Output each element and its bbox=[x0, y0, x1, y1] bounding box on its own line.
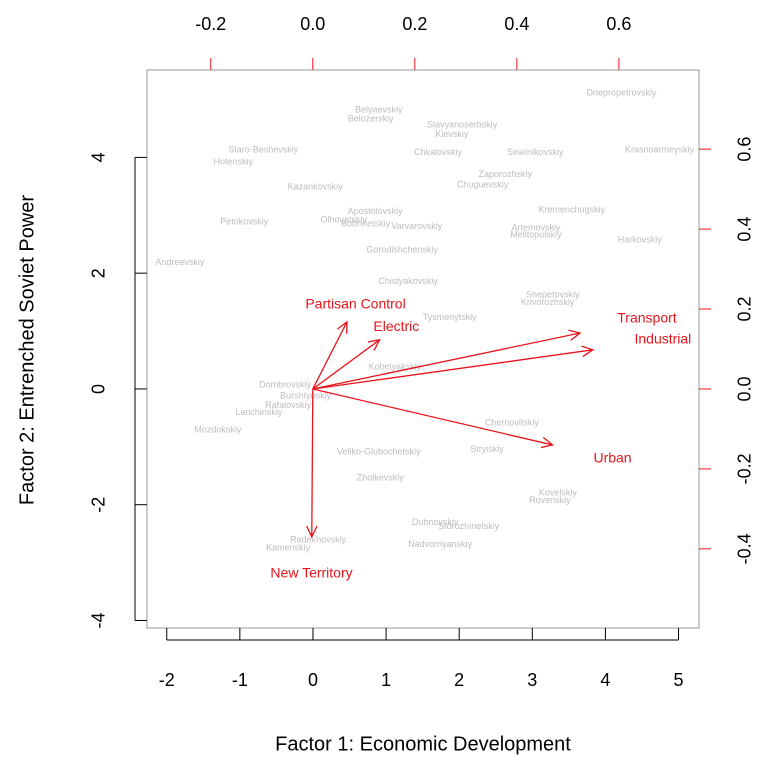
observation-label: Zaporozhskiy bbox=[478, 169, 532, 179]
x2-tick-label: 0.4 bbox=[504, 14, 529, 34]
observation-label: Artemovskiy bbox=[511, 222, 561, 232]
observation-label: Rafalovskiy bbox=[265, 400, 312, 410]
observation-label: Chernovitskiy bbox=[485, 417, 540, 427]
y-tick-label: -4 bbox=[89, 612, 109, 628]
observation-label: Olhovatskiy bbox=[320, 214, 367, 224]
observation-label: Dnepropetrovskiy bbox=[586, 88, 657, 98]
x-tick-label: 3 bbox=[527, 670, 537, 690]
y2-tick-label: -0.2 bbox=[735, 453, 755, 484]
observation-label: Apostolovskiy bbox=[348, 206, 404, 216]
observation-label: Lanchinskiy bbox=[235, 407, 283, 417]
loading-arrow bbox=[312, 345, 595, 390]
y2-tick-label: 0.6 bbox=[735, 137, 755, 162]
loading-label: New Territory bbox=[270, 565, 352, 581]
observation-label: Harkovskiy bbox=[618, 235, 663, 245]
observation-label: Chkalovskiy bbox=[414, 147, 463, 157]
observation-label: Gorodishchenskiy bbox=[366, 244, 438, 254]
loading-arrow bbox=[312, 320, 348, 390]
x-tick-label: -2 bbox=[159, 670, 175, 690]
x2-tick-label: 0.0 bbox=[300, 14, 325, 34]
y-tick-label: 4 bbox=[89, 152, 109, 162]
observation-label: Hotenskiy bbox=[214, 156, 254, 166]
observation-label: Stryiskiy bbox=[470, 444, 504, 454]
y2-tick-label: 0.4 bbox=[735, 217, 755, 242]
observation-label: Staro-Beshevskiy bbox=[228, 144, 299, 154]
observation-label: Radekhovskiy bbox=[290, 534, 347, 544]
plot-box bbox=[146, 69, 700, 629]
observation-label: Burshtynskiy bbox=[280, 390, 332, 400]
y2-tick-label: 0.2 bbox=[735, 297, 755, 322]
observation-label: Chuguevskiy bbox=[457, 180, 509, 190]
observation-label: Kazankovskiy bbox=[288, 181, 344, 191]
loading-arrow bbox=[306, 388, 318, 539]
observation-label: Sinelnikovskiy bbox=[507, 147, 564, 157]
y2-tick-label: 0.0 bbox=[735, 376, 755, 401]
observation-label: Kremenchugskiy bbox=[539, 204, 606, 214]
x-tick-label: 5 bbox=[674, 670, 684, 690]
observation-label: Storozhinetskiy bbox=[438, 521, 500, 531]
x-tick-label: 1 bbox=[381, 670, 391, 690]
observation-label: Belyaevskiy bbox=[355, 104, 403, 114]
observation-label: Kievskiy bbox=[435, 129, 469, 139]
observation-label: Kamenskiy bbox=[266, 542, 311, 552]
observation-label: Krasnoarmeyskiy bbox=[625, 144, 695, 154]
loading-arrow bbox=[312, 388, 555, 449]
y2-tick-label: -0.4 bbox=[735, 533, 755, 564]
x-tick-label: 2 bbox=[454, 670, 464, 690]
observation-label: Zholkevskiy bbox=[357, 472, 405, 482]
observation-label: Varvarovskiy bbox=[391, 221, 442, 231]
observation-label: Veliko-Glubochetskiy bbox=[337, 446, 421, 456]
x2-tick-label: -0.2 bbox=[195, 14, 226, 34]
observation-label: Andreevskiy bbox=[155, 257, 205, 267]
observation-label: Slavyanoserbskiy bbox=[427, 119, 498, 129]
loading-arrow bbox=[312, 338, 381, 390]
x-tick-label: 4 bbox=[600, 670, 610, 690]
observation-label: Shepetovskiy bbox=[526, 290, 580, 300]
loading-label: Transport bbox=[617, 310, 677, 326]
observation-label: Petrikovskiy bbox=[220, 217, 269, 227]
y-tick-label: 0 bbox=[89, 384, 109, 394]
loading-label: Industrial bbox=[634, 331, 691, 347]
observation-label: Chistyakovskiy bbox=[378, 276, 438, 286]
observation-label: Bobrinetskiy bbox=[341, 218, 391, 228]
observation-label: Nadvornyanskiy bbox=[408, 539, 473, 549]
observation-label: Dombrovskiy bbox=[259, 379, 312, 389]
y-axis-title: Factor 2: Entrenched Soviet Power bbox=[16, 195, 38, 505]
x-tick-label: -1 bbox=[232, 670, 248, 690]
loading-label: Urban bbox=[593, 450, 631, 466]
observation-label: Belozerskiy bbox=[348, 114, 395, 124]
x-tick-label: 0 bbox=[308, 670, 318, 690]
observation-label: Tysmenytskiy bbox=[423, 312, 478, 322]
x2-tick-label: 0.2 bbox=[402, 14, 427, 34]
observation-label: Mozdokskiy bbox=[194, 424, 242, 434]
loading-arrow bbox=[312, 329, 582, 390]
loading-label: Electric bbox=[373, 318, 419, 334]
observation-label: Dubnovskiy bbox=[412, 517, 459, 527]
x-axis-title: Factor 1: Economic Development bbox=[275, 733, 571, 755]
observation-label: Kovelskiy bbox=[539, 488, 578, 498]
observation-label: Kobelyakskiy bbox=[369, 361, 422, 371]
observation-label: Rovenskiy bbox=[529, 495, 571, 505]
observation-label: Melitopolskiy bbox=[510, 229, 562, 239]
observation-label: Krivorozhskiy bbox=[521, 297, 575, 307]
loading-label: Partisan Control bbox=[305, 296, 405, 312]
y-tick-label: 2 bbox=[89, 268, 109, 278]
x2-tick-label: 0.6 bbox=[606, 14, 631, 34]
y-tick-label: -2 bbox=[89, 497, 109, 513]
